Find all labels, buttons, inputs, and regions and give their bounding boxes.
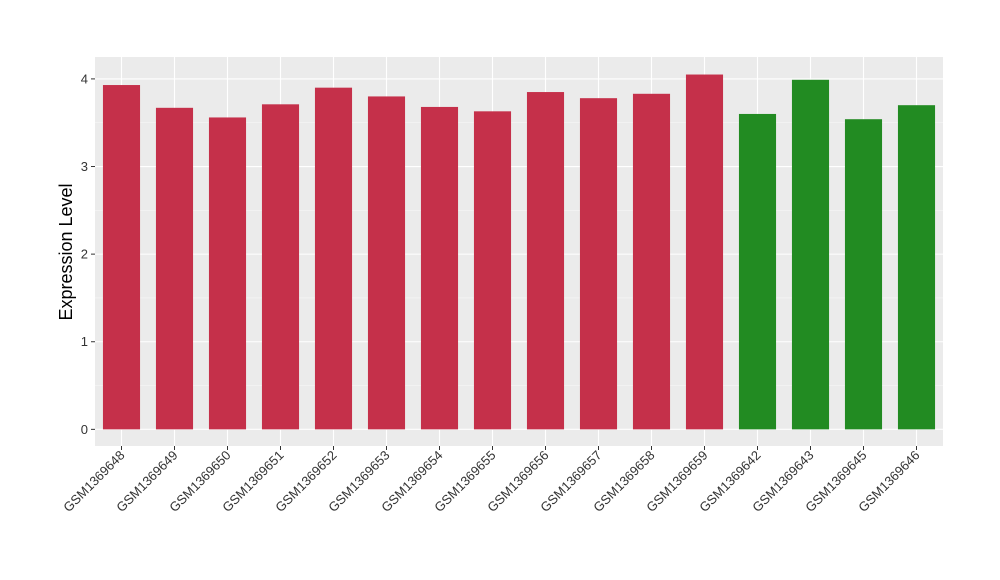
bar-GSM1369645 (844, 119, 883, 430)
bar-GSM1369652 (314, 87, 353, 430)
bar-GSM1369648 (102, 85, 141, 430)
bar-GSM1369642 (738, 113, 777, 430)
bars (102, 74, 936, 430)
bar-GSM1369658 (632, 93, 671, 430)
bar-GSM1369656 (526, 92, 565, 430)
y-axis-title: Expression Level (56, 183, 76, 320)
y-tick-label: 4 (81, 71, 88, 86)
bar-GSM1369649 (155, 107, 194, 430)
bar-GSM1369643 (791, 79, 830, 430)
y-tick-label: 1 (81, 334, 88, 349)
y-tick-label: 3 (81, 159, 88, 174)
bar-GSM1369651 (261, 104, 300, 430)
bar-GSM1369650 (208, 117, 247, 430)
y-tick-label: 2 (81, 247, 88, 262)
bar-GSM1369646 (897, 105, 936, 430)
bar-GSM1369655 (473, 111, 512, 430)
bar-GSM1369654 (420, 106, 459, 430)
y-tick-label: 0 (81, 422, 88, 437)
bar-GSM1369657 (579, 98, 618, 430)
bar-GSM1369659 (685, 74, 724, 430)
bar-GSM1369653 (367, 96, 406, 430)
